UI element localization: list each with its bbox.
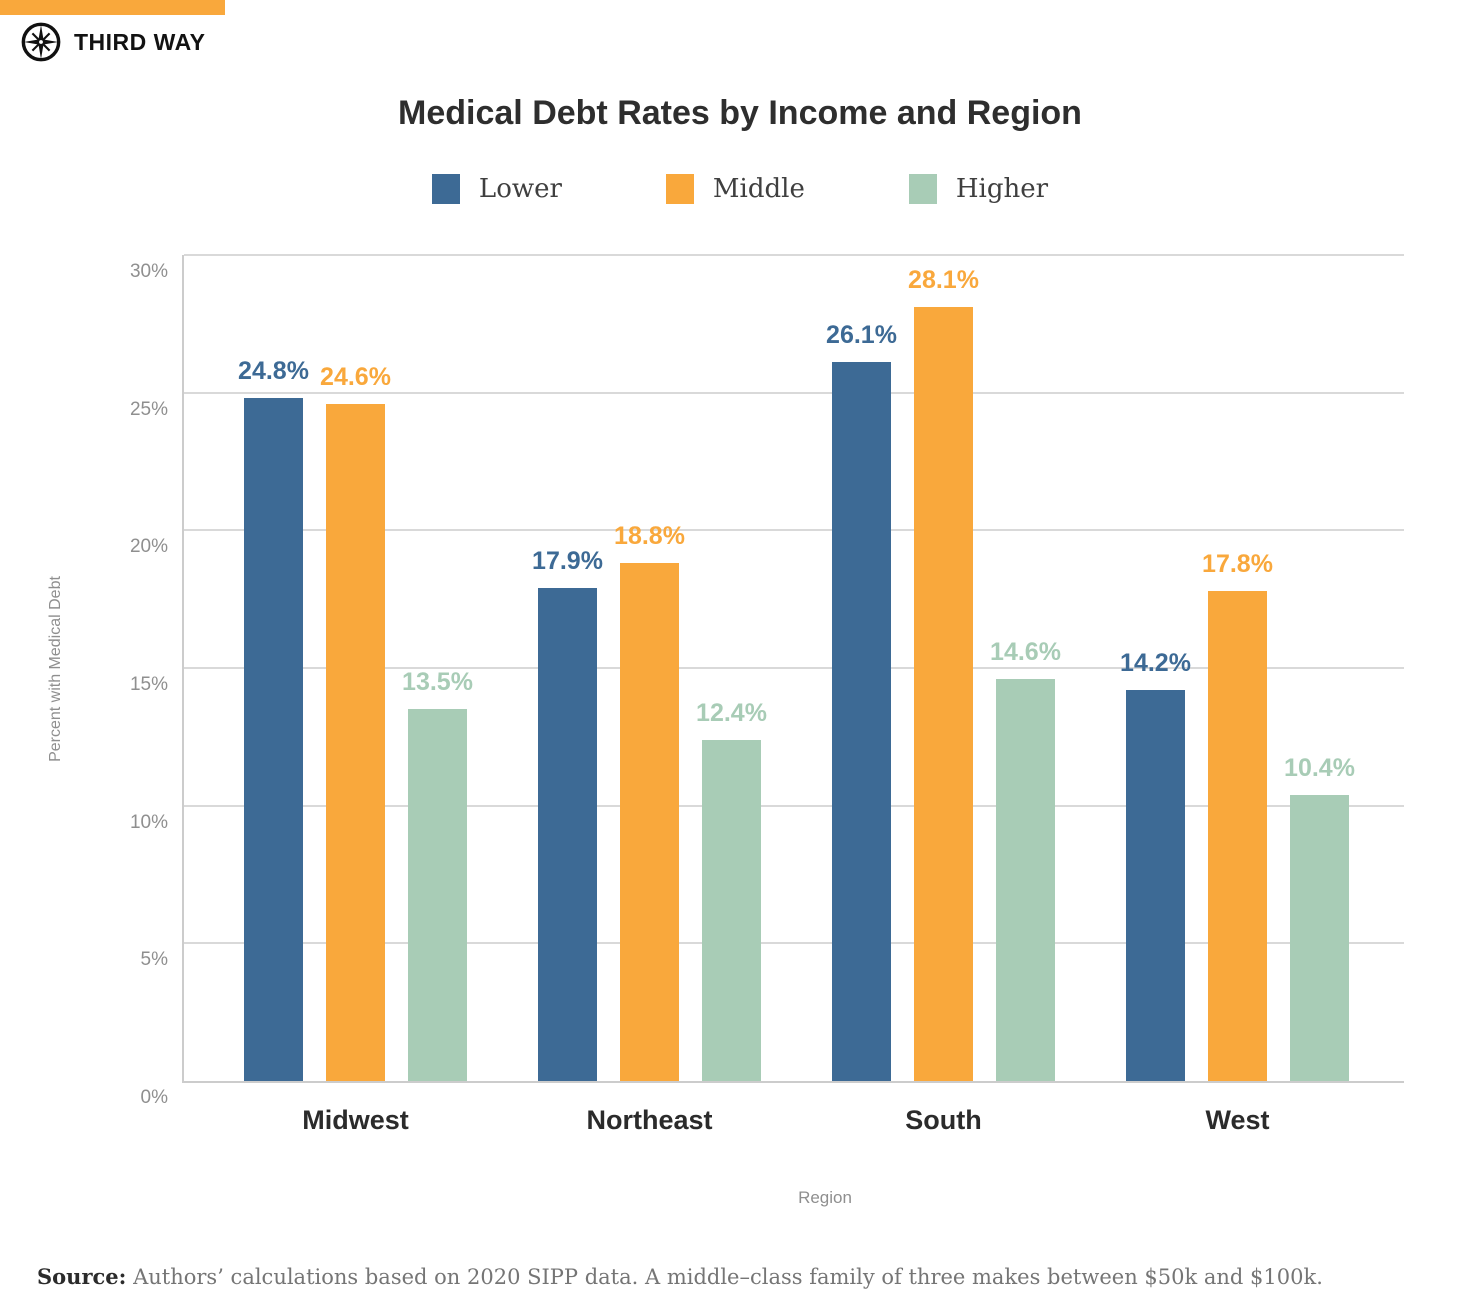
bar-northeast-lower: 17.9% [532,547,603,1081]
y-axis-tick-label: 10% [129,811,168,833]
legend-label: Lower [478,174,562,204]
y-axis-tick-label: 25% [129,398,168,420]
bars-row: 24.8% 24.6% 13.5% Midwest 17.9% 18.8% 12.4% Nor… [184,255,1404,1135]
legend-label: Middle [712,174,805,204]
y-axis-tick-label: 30% [129,261,168,282]
bar-value-label: 24.8% [238,357,309,386]
bar-northeast-middle: 18.8% [614,522,685,1081]
y-axis-title: Percent with Medical Debt [47,576,64,762]
bar-value-label: 14.2% [1120,649,1191,678]
bar-group-west: 14.2% 17.8% 10.4% West [1120,255,1355,1135]
x-axis-category-label: Midwest [302,1105,409,1135]
bar-south-higher: 14.6% [990,638,1061,1081]
chart-title: Medical Debt Rates by Income and Region [398,94,1082,132]
bar-northeast-higher: 12.4% [696,699,767,1081]
bar-value-label: 14.6% [990,638,1061,667]
y-axis-tick-label: 0% [140,1087,168,1108]
bar-value-label: 26.1% [826,321,897,350]
third-way-logo: THIRD WAY [20,21,205,63]
gridline-20 [184,529,1404,532]
x-axis-title: Region [798,1188,852,1207]
bar-south-lower: 26.1% [826,321,897,1081]
source-label: Source: [37,1264,127,1289]
compass-icon [21,22,61,62]
gridline-30 [184,254,1404,256]
bar-value-label: 12.4% [696,698,767,727]
legend-item-higher: Higher [908,174,1049,204]
bar-group-northeast: 17.9% 18.8% 12.4% Northeast [532,255,767,1135]
y-axis-tick-label: 20% [129,536,168,558]
y-axis-tick-label: 5% [140,949,168,971]
plot-area: 24.8% 24.6% 13.5% Midwest 17.9% 18.8% 12.4% Nor… [130,254,1404,1135]
bar-west-higher: 10.4% [1284,754,1355,1081]
bar-value-label: 24.6% [320,362,391,391]
bar-west-middle: 17.8% [1202,550,1273,1081]
bar-group-south: 26.1% 28.1% 14.6% South [826,255,1061,1135]
bar-midwest-lower: 24.8% [238,357,309,1081]
source-note: Source: Authors’ calculations based on 2… [37,1264,1457,1289]
gridline-25 [184,391,1404,394]
bar-midwest-higher: 13.5% [402,668,473,1081]
bar-west-lower: 14.2% [1120,649,1191,1081]
bar-value-label: 28.1% [908,266,979,295]
gridline-5 [184,942,1404,945]
legend-label: Higher [955,174,1049,204]
legend-item-lower: Lower [431,174,562,204]
bar-midwest-middle: 24.6% [320,363,391,1081]
legend-swatch-higher [908,174,937,204]
x-axis-category-label: South [905,1105,982,1135]
bar-value-label: 17.8% [1202,549,1273,578]
chart-legend: Lower Middle Higher [0,174,1480,204]
legend-item-middle: Middle [665,174,805,204]
x-axis-category-label: Northeast [586,1105,713,1135]
bar-south-middle: 28.1% [908,266,979,1081]
brand-name: THIRD WAY [74,28,206,55]
bar-value-label: 17.9% [532,547,603,576]
bar-group-midwest: 24.8% 24.6% 13.5% Midwest [238,255,473,1135]
brand-accent-bar [0,0,225,15]
gridline-15 [184,667,1404,669]
bar-value-label: 10.4% [1284,753,1355,782]
x-axis-category-label: West [1205,1105,1270,1135]
bar-value-label: 18.8% [614,522,685,551]
y-axis-tick-label: 15% [129,674,168,695]
legend-swatch-middle [665,174,694,204]
bar-value-label: 13.5% [402,668,473,697]
gridline-10 [184,804,1404,807]
legend-swatch-lower [431,174,460,204]
source-text: Authors’ calculations based on 2020 SIPP… [133,1265,1323,1289]
